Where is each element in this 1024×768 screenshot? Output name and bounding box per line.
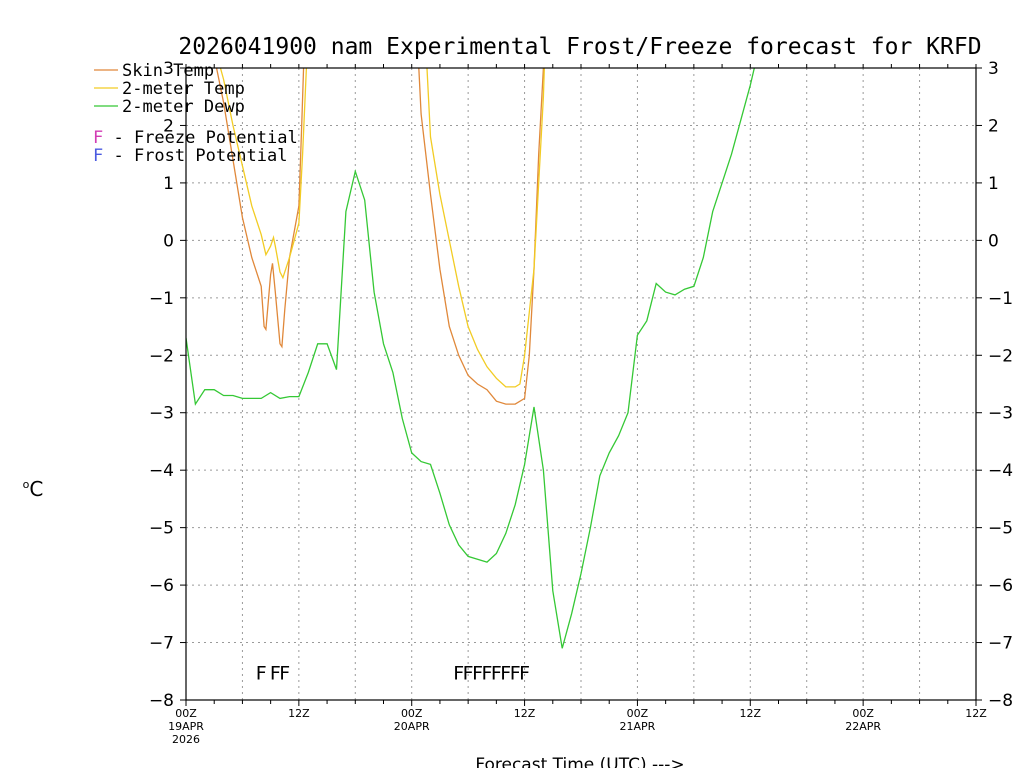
y-tick-label-left: −4 bbox=[149, 461, 174, 481]
y-tick-label-right: −3 bbox=[988, 404, 1013, 424]
x-tick-date: 21APR bbox=[620, 720, 656, 733]
y-tick-label-left: −3 bbox=[149, 404, 174, 424]
series-lines bbox=[186, 68, 755, 649]
x-tick-label: 00Z bbox=[175, 707, 197, 720]
y-tick-label-right: −2 bbox=[988, 346, 1013, 366]
series-line-skin-temp bbox=[215, 68, 545, 405]
y-tick-label-left: −2 bbox=[149, 346, 174, 366]
y-tick-label-left: 0 bbox=[163, 231, 174, 251]
x-axis-label: Forecast Time (UTC) ---> bbox=[475, 755, 684, 768]
y-tick-label-left: −8 bbox=[149, 691, 174, 711]
freeze-potential-marker: F bbox=[491, 662, 502, 684]
freeze-potential-marker: F bbox=[481, 662, 492, 684]
y-tick-label-left: −6 bbox=[149, 576, 174, 596]
freeze-potential-marker: F bbox=[279, 662, 290, 684]
y-tick-label-right: −8 bbox=[988, 691, 1013, 711]
y-tick-label-right: 2 bbox=[988, 116, 999, 136]
y-tick-label-right: 0 bbox=[988, 231, 999, 251]
series-line-2-meter-temp bbox=[219, 68, 545, 388]
freeze-potential-marker: F bbox=[500, 662, 511, 684]
x-tick-label: 12Z bbox=[288, 707, 310, 720]
x-tick-label: 00Z bbox=[401, 707, 423, 720]
y-tick-label-left: 1 bbox=[163, 174, 174, 194]
y-tick-label-right: −4 bbox=[988, 461, 1013, 481]
y-tick-label-right: −5 bbox=[988, 519, 1013, 539]
y-tick-label-left: −5 bbox=[149, 519, 174, 539]
y-axis-label-unit: C bbox=[29, 477, 43, 501]
x-tick-label: 12Z bbox=[740, 707, 762, 720]
freeze-potential-marker: F bbox=[256, 662, 267, 684]
y-tick-label-right: −6 bbox=[988, 576, 1013, 596]
y-tick-label-left: 3 bbox=[163, 59, 174, 79]
x-tick-date: 22APR bbox=[845, 720, 881, 733]
y-tick-label-left: −7 bbox=[149, 634, 174, 654]
x-tick-label: 12Z bbox=[514, 707, 536, 720]
chart-title: 2026041900 nam Experimental Frost/Freeze… bbox=[178, 34, 981, 60]
legend-label-1: Skin Temp bbox=[122, 61, 214, 81]
y-tick-label-left: 2 bbox=[163, 116, 174, 136]
y-tick-label-right: −1 bbox=[988, 289, 1013, 309]
x-tick-label: 00Z bbox=[852, 707, 874, 720]
x-tick-label: 12Z bbox=[965, 707, 987, 720]
freeze-potential-marker: F bbox=[472, 662, 483, 684]
y-axis-label-degree: o bbox=[23, 478, 30, 491]
series-line-2-meter-dewp bbox=[186, 68, 755, 649]
y-tick-label-right: 3 bbox=[988, 59, 999, 79]
freeze-potential-marker: F bbox=[453, 662, 464, 684]
legend-potential-2: F - Frost Potential bbox=[93, 146, 287, 166]
x-tick-date: 20APR bbox=[394, 720, 430, 733]
y-tick-label-left: −1 bbox=[149, 289, 174, 309]
legend-label-3: 2-meter Dewp bbox=[122, 97, 245, 117]
legend-potential-1: F - Freeze Potential bbox=[93, 128, 298, 148]
y-tick-label-right: 1 bbox=[988, 174, 999, 194]
x-tick-year: 2026 bbox=[172, 733, 200, 746]
freeze-potential-marker: F bbox=[463, 662, 474, 684]
y-axis-label: oC bbox=[23, 477, 44, 501]
freeze-potential-marker: F bbox=[510, 662, 521, 684]
legend-label-2: 2-meter Temp bbox=[122, 79, 245, 99]
y-tick-label-right: −7 bbox=[988, 634, 1013, 654]
freeze-potential-marker: F bbox=[270, 662, 281, 684]
axes: −8 −8 −7 −7 −6 −6 −5 −5 −4 −4 −3 −3 −2 −2 −1 −1 0 0 1 1 2 2 3 3… bbox=[149, 59, 1013, 746]
x-tick-label: 00Z bbox=[627, 707, 649, 720]
x-tick-date: 19APR bbox=[168, 720, 204, 733]
freeze-potential-marker: F bbox=[519, 662, 530, 684]
